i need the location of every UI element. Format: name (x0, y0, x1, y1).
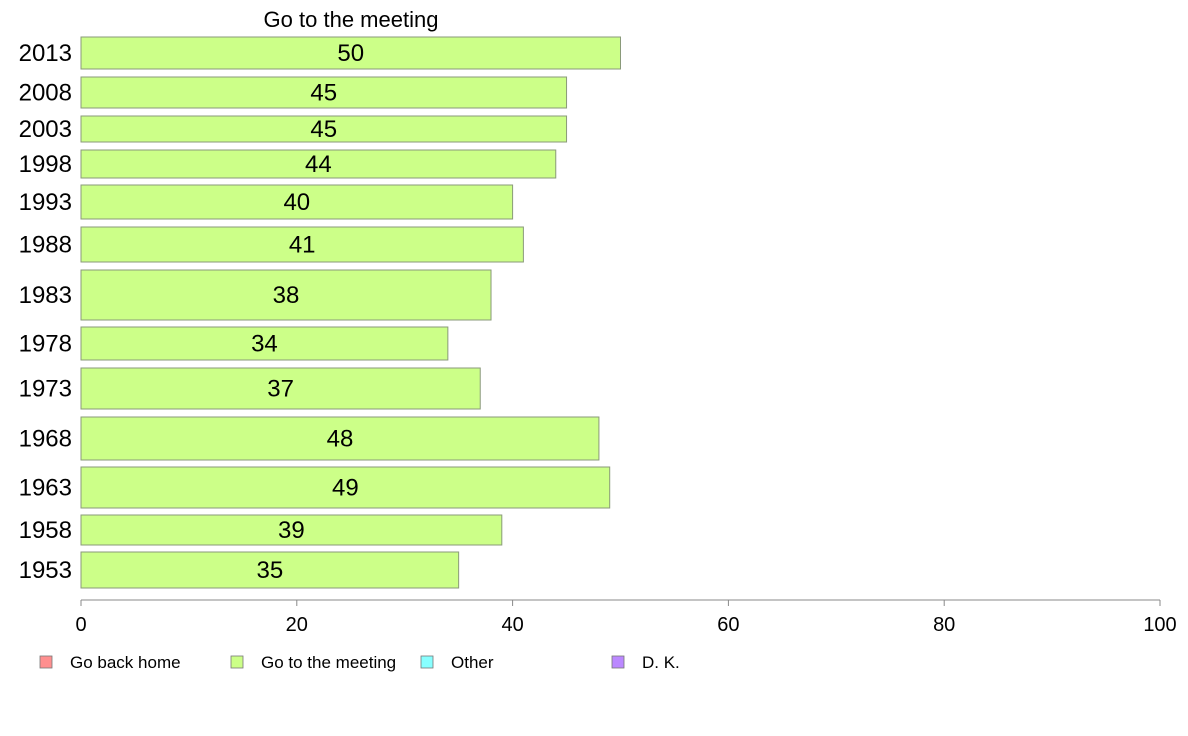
bar-value-label: 40 (283, 189, 310, 216)
bar-value-label: 48 (327, 426, 354, 453)
bar-value-label: 35 (256, 557, 283, 584)
legend-item: Other (420, 653, 494, 672)
bar (80, 226, 524, 263)
y-tick-label: 2013 (19, 40, 72, 67)
y-tick-label: 1988 (19, 232, 72, 259)
legend: Go back home Go to the meeting Other D. K. (39, 653, 680, 672)
x-tick-label: 60 (717, 614, 739, 636)
bar-value-label: 34 (251, 331, 278, 358)
y-tick-label: 1963 (19, 475, 72, 502)
bar (80, 416, 600, 461)
bar (80, 36, 621, 70)
bar (80, 184, 514, 220)
x-tick-label: 0 (75, 614, 86, 636)
bar (80, 115, 568, 143)
y-tick-label: 1998 (19, 151, 72, 178)
legend-item: Go back home (39, 653, 181, 672)
bar-value-label: 49 (332, 475, 359, 502)
y-axis-labels: 2013 2008 2003 1998 1993 1988 1983 1978 1973 1968… (19, 40, 72, 584)
x-axis: 0 20 40 60 80 100 (75, 599, 1177, 636)
legend-swatch (230, 655, 244, 669)
legend-swatch (39, 655, 53, 669)
legend-label: Other (451, 653, 494, 672)
y-tick-label: 1968 (19, 426, 72, 453)
bar-value-label: 38 (273, 282, 300, 309)
bar-value-label: 50 (337, 40, 364, 67)
x-tick-label: 20 (286, 614, 308, 636)
y-tick-label: 1978 (19, 331, 72, 358)
y-tick-label: 1993 (19, 189, 72, 216)
bar-value-label: 41 (289, 232, 316, 259)
legend-item: D. K. (611, 653, 680, 672)
x-tick-label: 100 (1143, 614, 1176, 636)
y-tick-label: 2003 (19, 116, 72, 143)
x-tick-label: 80 (933, 614, 955, 636)
bar-value-label: 39 (278, 517, 305, 544)
legend-swatch (611, 655, 625, 669)
bar-value-label: 45 (310, 116, 337, 143)
y-tick-label: 1958 (19, 517, 72, 544)
bar (80, 514, 503, 546)
bar (80, 269, 492, 321)
y-tick-label: 1983 (19, 282, 72, 309)
x-tick-label: 40 (501, 614, 523, 636)
bar (80, 551, 460, 589)
bar (80, 466, 611, 509)
bar-value-label: 45 (310, 80, 337, 107)
y-tick-label: 1953 (19, 557, 72, 584)
legend-label: Go back home (70, 653, 181, 672)
bar (80, 326, 449, 361)
bar (80, 367, 481, 410)
legend-swatch (420, 655, 434, 669)
bar-value-label: 37 (267, 376, 294, 403)
bar (80, 149, 557, 179)
bar (80, 76, 568, 109)
legend-item: Go to the meeting (230, 653, 396, 672)
legend-label: D. K. (642, 653, 680, 672)
y-tick-label: 1973 (19, 376, 72, 403)
legend-label: Go to the meeting (261, 653, 396, 672)
y-tick-label: 2008 (19, 80, 72, 107)
bar-value-label: 44 (305, 151, 332, 178)
chart-title: Go to the meeting (264, 7, 439, 32)
